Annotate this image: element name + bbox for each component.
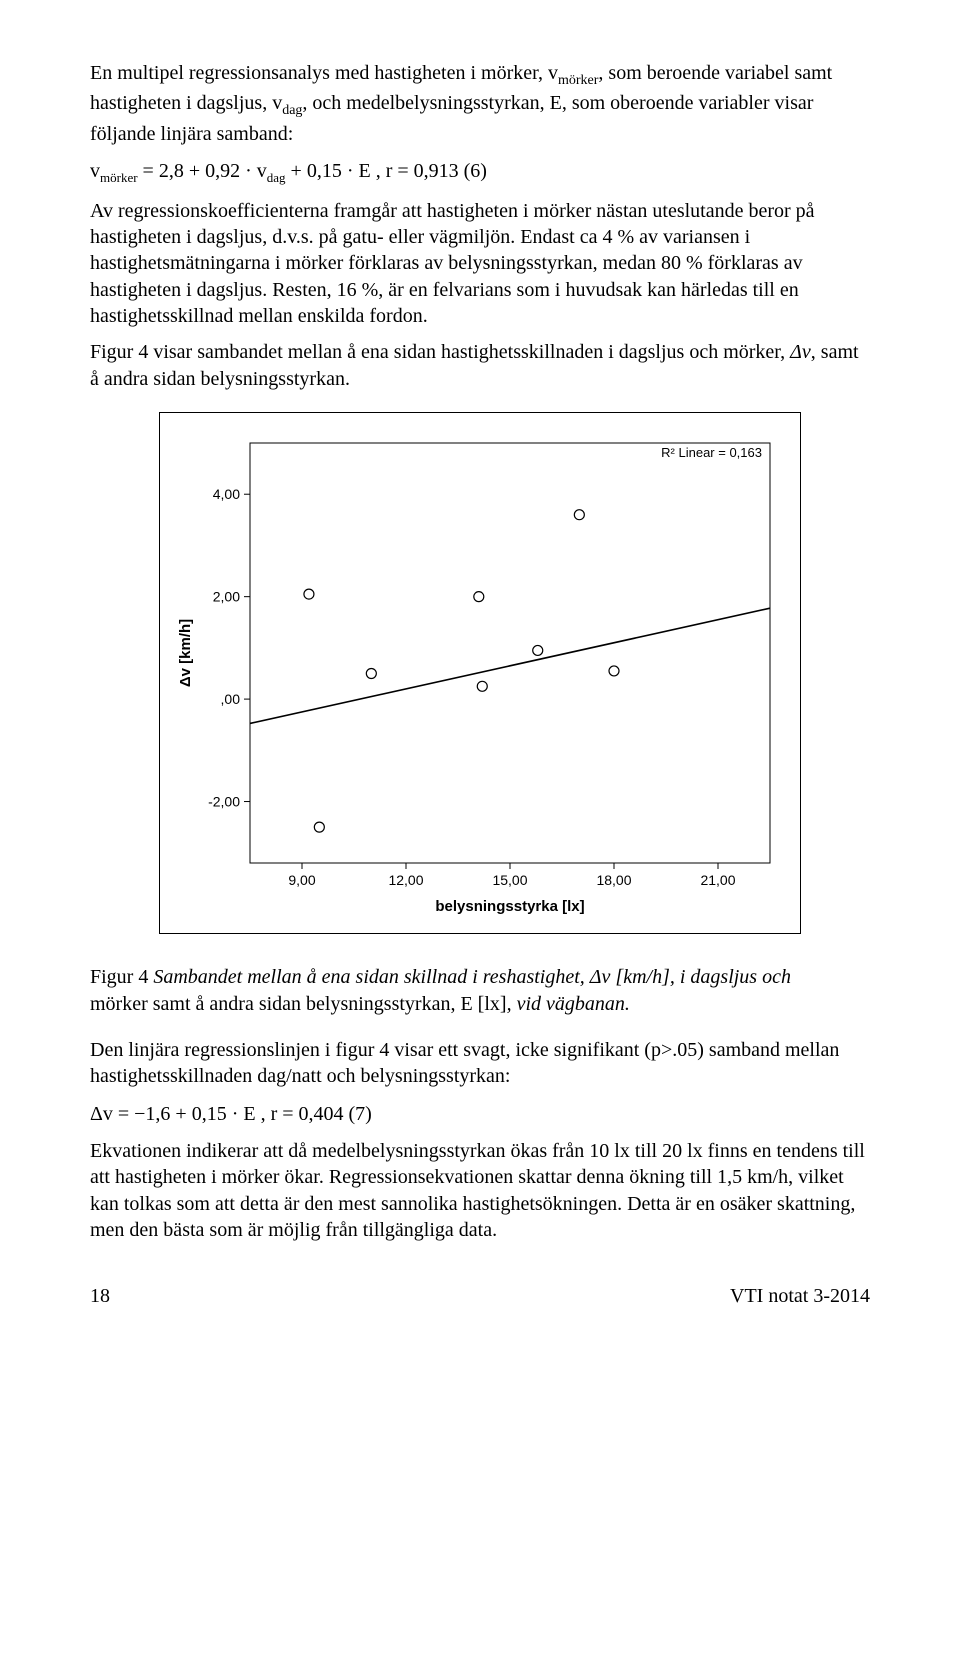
svg-text:18,00: 18,00 (596, 872, 631, 888)
eq6-var: v (90, 160, 100, 182)
caption-line2b: , vid vägbanan. (507, 993, 630, 1015)
para3-dv: Δv (790, 341, 811, 363)
paragraph-4: Den linjära regressionslinjen i figur 4 … (90, 1037, 870, 1090)
page-number: 18 (90, 1285, 110, 1308)
chart-container: 9,00 12,00 15,00 18,00 21,00 -2,00 ,00 2,00 4,00… (90, 412, 870, 934)
svg-text:-2,00: -2,00 (208, 794, 240, 810)
svg-text:12,00: 12,00 (388, 872, 423, 888)
caption-ital-1: Sambandet mellan å ena sidan skillnad i … (153, 966, 791, 988)
svg-text:4,00: 4,00 (213, 486, 240, 502)
eq6-rhs2: + 0,15 · E , r = 0,913 (6) (286, 160, 487, 182)
scatter-chart: 9,00 12,00 15,00 18,00 21,00 -2,00 ,00 2,00 4,00… (159, 412, 801, 934)
svg-text:15,00: 15,00 (492, 872, 527, 888)
page-footer: 18 VTI notat 3-2014 (90, 1285, 870, 1308)
doc-id: VTI notat 3-2014 (730, 1285, 870, 1308)
eq6-sub1: mörker (100, 170, 138, 185)
chart-svg: 9,00 12,00 15,00 18,00 21,00 -2,00 ,00 2,00 4,00… (160, 413, 800, 933)
eq6-sub2: dag (267, 170, 286, 185)
svg-text:Δv [km/h]: Δv [km/h] (177, 619, 194, 687)
svg-text:21,00: 21,00 (700, 872, 735, 888)
figure-caption: Figur 4 Sambandet mellan å ena sidan ski… (90, 964, 870, 1017)
para3-a: Figur 4 visar sambandet mellan å ena sid… (90, 341, 790, 363)
paragraph-3: Figur 4 visar sambandet mellan å ena sid… (90, 339, 870, 392)
eq6-rhs1: = 2,8 + 0,92 · v (138, 160, 267, 182)
svg-text:belysningsstyrka [lx]: belysningsstyrka [lx] (435, 898, 584, 915)
caption-line2a: mörker samt å andra sidan belysningsstyr… (90, 993, 507, 1015)
paragraph-1: En multipel regressionsanalys med hastig… (90, 60, 870, 147)
svg-text:9,00: 9,00 (288, 872, 315, 888)
equation-7: Δv = −1,6 + 0,15 · E , r = 0,404 (7) (90, 1100, 870, 1128)
svg-text:2,00: 2,00 (213, 589, 240, 605)
paragraph-5: Ekvationen indikerar att då medelbelysni… (90, 1138, 870, 1244)
svg-text:,00: ,00 (221, 691, 241, 707)
svg-text:R² Linear = 0,163: R² Linear = 0,163 (661, 445, 762, 460)
paragraph-2: Av regressionskoefficienterna framgår at… (90, 198, 870, 330)
caption-lead: Figur 4 (90, 966, 153, 988)
equation-6: vmörker = 2,8 + 0,92 · vdag + 0,15 · E ,… (90, 157, 870, 187)
page: En multipel regressionsanalys med hastig… (0, 0, 960, 1348)
